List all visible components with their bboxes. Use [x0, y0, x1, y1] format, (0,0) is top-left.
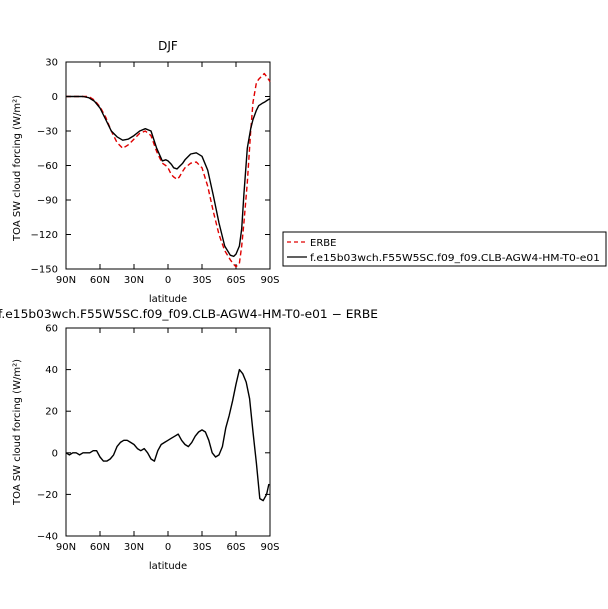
bottom-y-axis-label: TOA SW cloud forcing (W/m²)	[12, 359, 23, 506]
bottom-panel: f.e15b03wch.F55W5SC.f09_f09.CLB-AGW4-HM-…	[0, 307, 378, 572]
bottom-x-tick-label: 90N	[56, 542, 76, 553]
top-y-tick-label: −90	[37, 196, 58, 207]
bottom-plot-frame	[65, 327, 271, 537]
top-x-tick-label: 60N	[90, 275, 110, 286]
bottom-series-group	[65, 368, 270, 502]
bottom-y-tick-label: 20	[45, 407, 58, 418]
top-x-tick-label: 0	[165, 275, 171, 286]
top-x-tick-label: 30S	[192, 275, 211, 286]
top-series-group	[66, 72, 271, 268]
top-y-tick-label: 30	[45, 58, 58, 69]
top-x-tick-label: 60S	[226, 275, 245, 286]
top-x-tick-label: 90S	[260, 275, 279, 286]
top-x-ticks: 90N 60N 30N 0 30S 60S 90S	[56, 62, 280, 286]
top-x-tick-label: 90N	[56, 275, 76, 286]
bottom-x-tick-label: 60S	[226, 542, 245, 553]
top-y-axis-label: TOA SW cloud forcing (W/m²)	[12, 95, 23, 242]
bottom-title: f.e15b03wch.F55W5SC.f09_f09.CLB-AGW4-HM-…	[0, 307, 378, 321]
bottom-x-ticks: 90N 60N 30N 0 30S 60S 90S	[56, 328, 280, 553]
top-series-line-erbe	[66, 72, 271, 268]
bottom-y-ticks: 60 40 20 0 −20 −40	[37, 324, 270, 543]
top-y-tick-label: −120	[31, 230, 58, 241]
legend-label-model: f.e15b03wch.F55W5SC.f09_f09.CLB-AGW4-HM-…	[310, 253, 600, 264]
bottom-y-tick-label: 0	[52, 448, 58, 459]
legend-label-erbe: ERBE	[310, 238, 336, 249]
legend: ERBE f.e15b03wch.F55W5SC.f09_f09.CLB-AGW…	[282, 231, 607, 267]
top-y-tick-label: 0	[52, 92, 58, 103]
top-panel: DJF 30 0 −30 −60 −90 −120 −150 90N 60N 30N 0 30S 60…	[12, 39, 280, 305]
bottom-x-tick-label: 60N	[90, 542, 110, 553]
bottom-x-tick-label: 30S	[192, 542, 211, 553]
top-y-tick-label: −60	[37, 161, 58, 172]
bottom-x-tick-label: 0	[165, 542, 171, 553]
bottom-y-tick-label: 60	[45, 324, 58, 335]
top-plot-frame	[65, 61, 271, 270]
top-series-line-model	[66, 95, 271, 258]
bottom-y-tick-label: −20	[37, 490, 58, 501]
top-y-ticks: 30 0 −30 −60 −90 −120 −150	[31, 58, 270, 276]
bottom-x-tick-label: 30N	[124, 542, 144, 553]
top-y-tick-label: −150	[31, 265, 58, 276]
legend-box	[282, 231, 607, 267]
bottom-x-tick-label: 90S	[260, 542, 279, 553]
bottom-x-axis-label: latitude	[149, 561, 187, 572]
top-x-tick-label: 30N	[124, 275, 144, 286]
top-y-tick-label: −30	[37, 127, 58, 138]
top-title: DJF	[158, 39, 178, 53]
bottom-y-tick-label: −40	[37, 532, 58, 543]
top-x-axis-label: latitude	[149, 294, 187, 305]
bottom-series-line-difference	[65, 368, 270, 502]
bottom-y-tick-label: 40	[45, 365, 58, 376]
